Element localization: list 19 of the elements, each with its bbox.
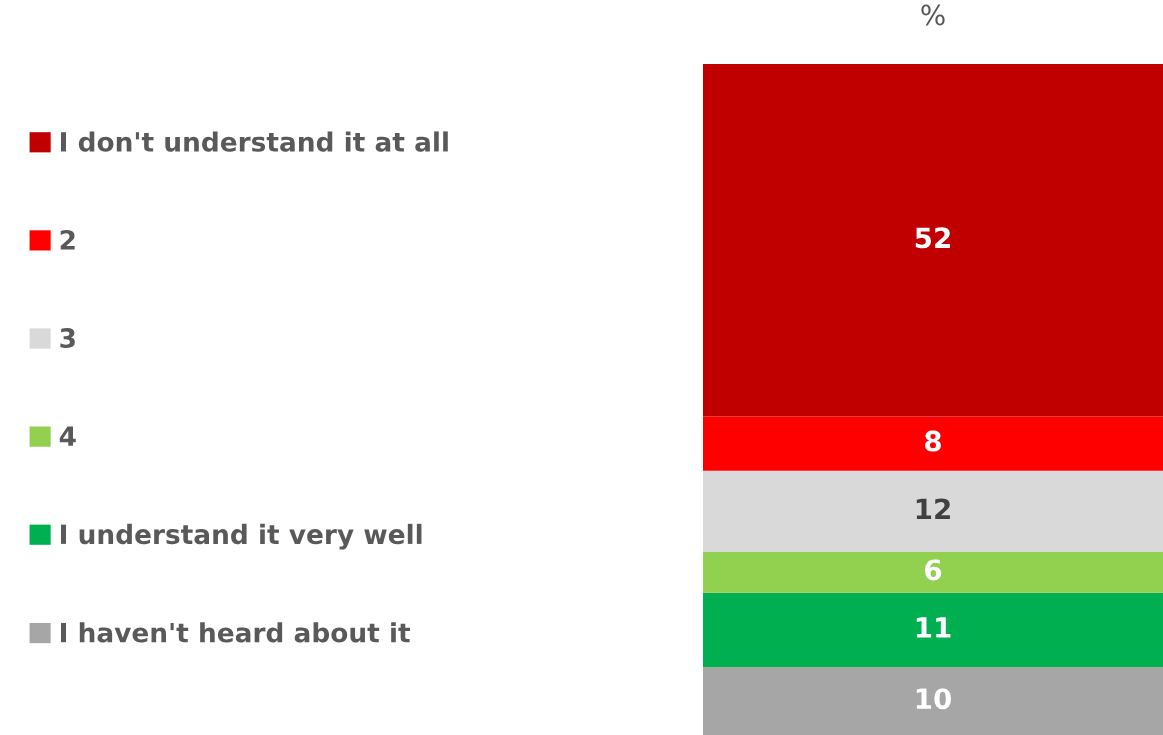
bar: [703, 470, 1163, 552]
legend-label: I understand it very well: [61, 523, 422, 550]
data-label: 10: [916, 688, 951, 710]
legend-label: 2: [60, 229, 75, 250]
legend-label: 3: [60, 328, 75, 349]
bar: [703, 592, 1163, 668]
bar: [703, 64, 1163, 417]
data-label: 6: [925, 559, 942, 581]
data-label: 11: [916, 617, 951, 638]
legend-label: I don't understand it at all: [61, 131, 448, 152]
bar: [703, 416, 1163, 471]
x-axis-title: %: [921, 4, 945, 26]
data-label: 12: [916, 498, 950, 519]
data-label: 52: [915, 227, 950, 249]
bar: [703, 667, 1163, 735]
bar: [703, 552, 1163, 593]
legend-label: 4: [59, 426, 76, 446]
legend-label: I haven't heard about it: [61, 622, 411, 643]
data-label: 8: [925, 430, 941, 452]
